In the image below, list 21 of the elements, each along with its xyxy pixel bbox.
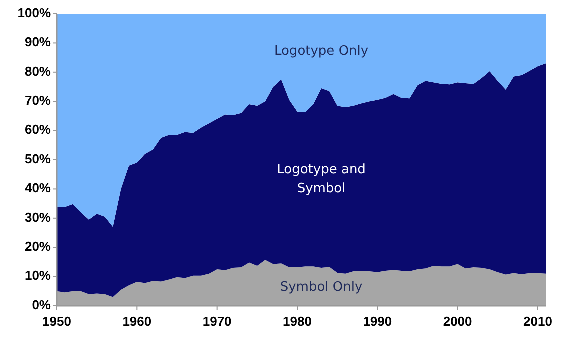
y-tick-label: 70% bbox=[24, 93, 52, 108]
y-tick-label: 90% bbox=[24, 34, 52, 50]
x-tick-label: 1990 bbox=[363, 314, 392, 329]
y-tick-label: 0% bbox=[32, 297, 52, 312]
x-tick-label: 1960 bbox=[122, 314, 152, 329]
x-tick-label: 1950 bbox=[42, 314, 72, 329]
x-tick-label: 1970 bbox=[202, 314, 232, 329]
y-tick-label: 20% bbox=[24, 239, 52, 254]
series-label: Symbol Only bbox=[280, 280, 364, 295]
y-tick-label: 80% bbox=[24, 64, 52, 79]
y-tick-label: 50% bbox=[24, 151, 52, 166]
x-tick-label: 1980 bbox=[283, 314, 312, 329]
series-label: Logotype and Symbol bbox=[277, 162, 366, 196]
y-tick-label: 60% bbox=[24, 122, 52, 138]
x-tick-label: 2010 bbox=[524, 314, 552, 329]
y-tick-label: 10% bbox=[24, 268, 52, 284]
y-tick-label: 100% bbox=[18, 5, 52, 20]
x-tick-label: 2000 bbox=[443, 314, 472, 329]
series-label: Logotype Only bbox=[274, 44, 369, 59]
y-tick-label: 40% bbox=[24, 180, 52, 196]
y-tick-label: 30% bbox=[24, 210, 52, 225]
